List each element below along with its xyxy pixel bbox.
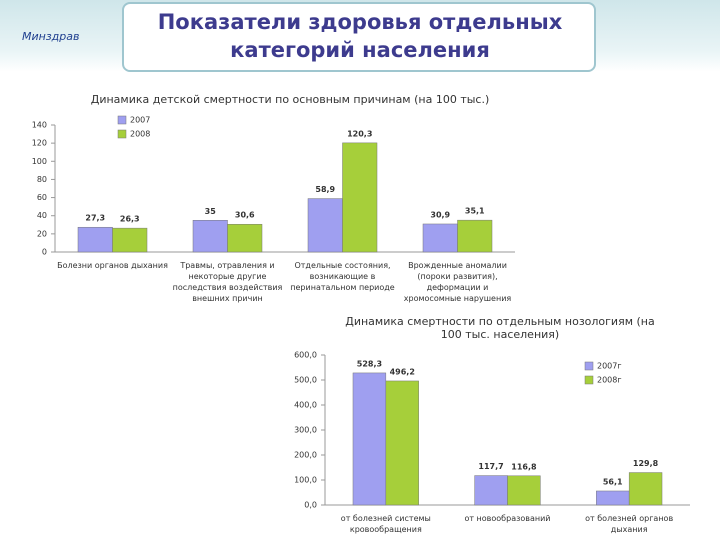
y-tick-label: 0 xyxy=(42,248,47,257)
x-tick-label: от болезней системы кровообращения xyxy=(340,514,431,534)
y-tick-label: 120 xyxy=(32,139,47,148)
legend-swatch xyxy=(584,361,594,371)
y-tick-label: 300,0 xyxy=(294,426,317,435)
bar xyxy=(77,226,113,253)
y-tick-label: 200,0 xyxy=(294,451,317,460)
value-label: 496,2 xyxy=(390,367,415,376)
bar xyxy=(352,372,387,506)
value-label: 528,3 xyxy=(357,359,382,368)
bar xyxy=(596,490,630,506)
chart-title: Динамика детской смертности по основным … xyxy=(90,93,490,106)
value-label: 129,8 xyxy=(633,459,659,468)
legend-swatch xyxy=(117,129,127,139)
logo: Минздрав xyxy=(22,30,80,43)
value-label: 120,3 xyxy=(347,129,372,138)
y-tick-label: 400,0 xyxy=(294,401,317,410)
bar xyxy=(227,223,263,253)
bar xyxy=(422,223,458,253)
y-tick-label: 600,0 xyxy=(294,351,317,360)
value-label: 58,9 xyxy=(315,185,335,194)
y-tick-label: 60 xyxy=(37,193,47,202)
value-label: 30,9 xyxy=(430,210,450,219)
value-label: 35 xyxy=(205,207,217,216)
value-label: 56,1 xyxy=(603,477,623,486)
bar xyxy=(192,220,228,253)
legend-label: 2008г xyxy=(597,376,622,385)
bar xyxy=(385,380,419,506)
bar xyxy=(457,219,493,253)
value-label: 116,8 xyxy=(511,462,537,471)
y-tick-label: 80 xyxy=(37,175,47,184)
bar xyxy=(474,475,508,506)
value-label: 26,3 xyxy=(120,215,140,224)
y-tick-label: 140 xyxy=(32,121,47,130)
x-tick-label: от новообразований xyxy=(464,514,551,523)
legend-label: 2007 xyxy=(130,116,150,125)
x-tick-label: Травмы, отравления и некоторые другие по… xyxy=(172,261,283,303)
y-tick-label: 100,0 xyxy=(294,476,317,485)
chart-title: Динамика смертности по отдельным нозолог… xyxy=(345,315,655,341)
x-tick-label: Врожденные аномалии (пороки развития), д… xyxy=(403,261,512,303)
title-box xyxy=(122,2,596,72)
bar xyxy=(112,227,148,253)
bar xyxy=(342,142,378,253)
y-tick-label: 100 xyxy=(32,157,47,166)
value-label: 35,1 xyxy=(465,207,485,216)
legend-swatch xyxy=(117,115,127,125)
value-label: 27,3 xyxy=(85,214,105,223)
legend-swatch xyxy=(584,375,594,385)
bar xyxy=(507,475,541,506)
x-tick-label: от болезней органов дыхания xyxy=(585,514,674,534)
y-tick-label: 0,0 xyxy=(304,501,317,510)
x-tick-label: Отдельные состояния, возникающие в перин… xyxy=(290,261,395,292)
x-tick-label: Болезни органов дыхания xyxy=(57,261,168,270)
bar xyxy=(628,472,663,506)
y-tick-label: 500,0 xyxy=(294,376,317,385)
value-label: 117,7 xyxy=(478,462,503,471)
legend-label: 2008 xyxy=(130,130,150,139)
bar xyxy=(307,198,343,253)
value-label: 30,6 xyxy=(235,211,255,220)
y-tick-label: 40 xyxy=(37,211,47,220)
legend-label: 2007г xyxy=(597,362,622,371)
slide-title: Показатели здоровья отдельных категорий … xyxy=(157,10,563,62)
y-tick-label: 20 xyxy=(37,229,47,238)
